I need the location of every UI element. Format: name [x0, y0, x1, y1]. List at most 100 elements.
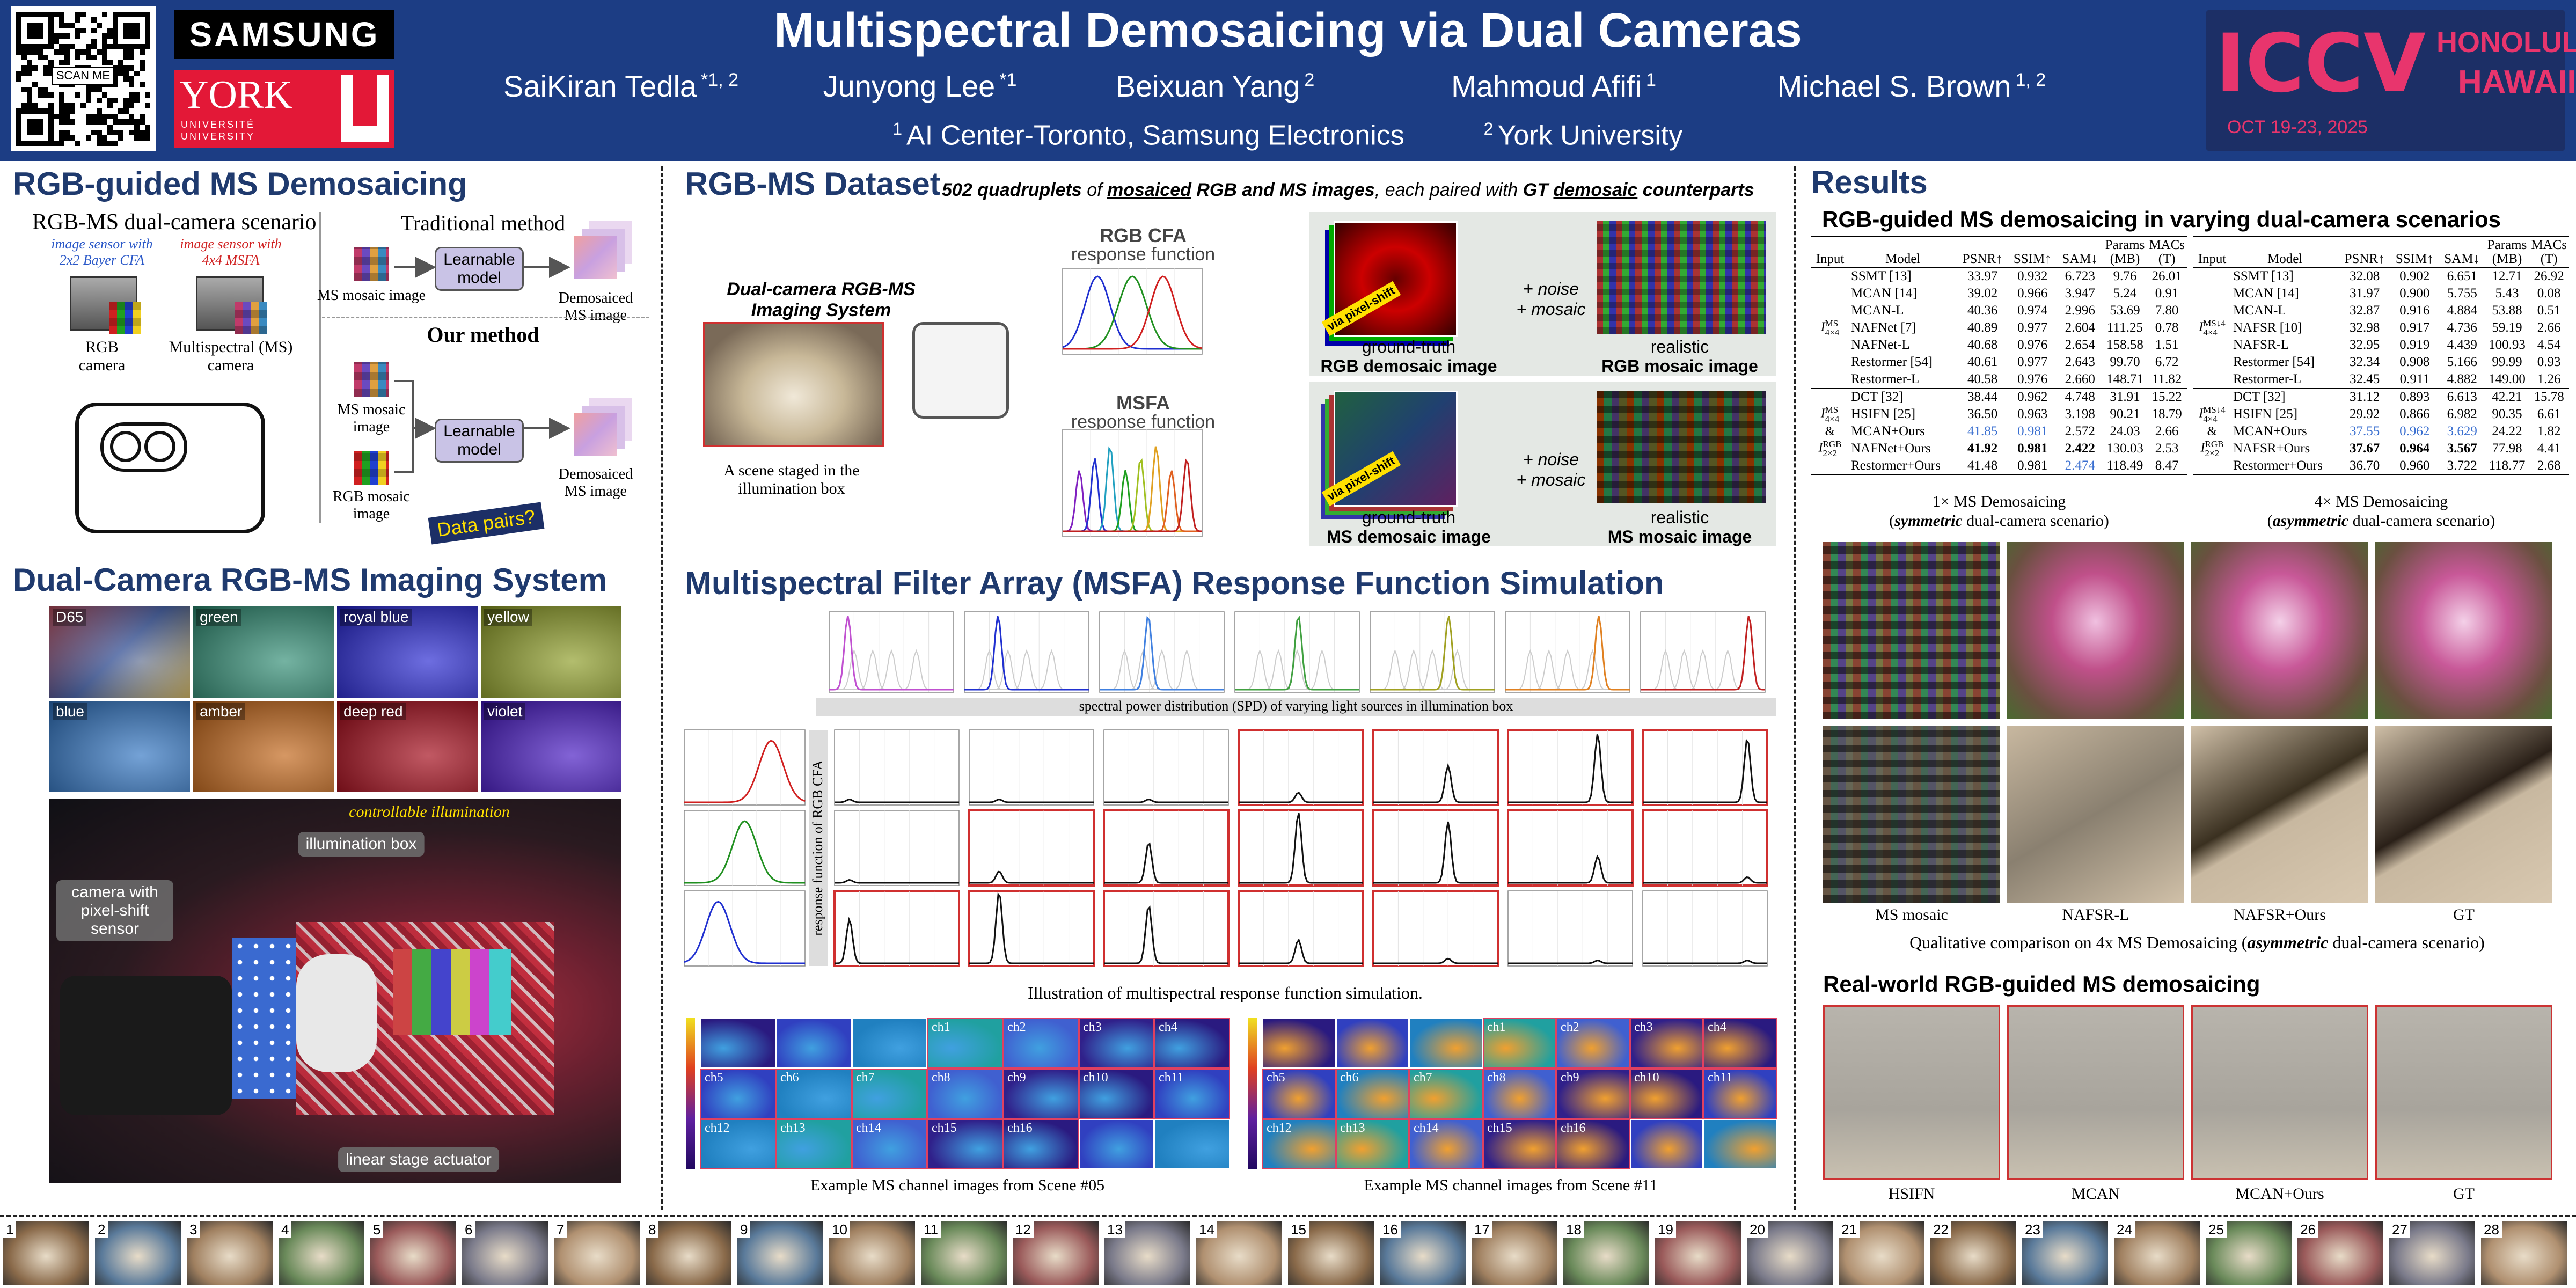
metric-value: 53.88 — [2492, 303, 2522, 318]
qr-module — [145, 125, 150, 130]
qr-module — [97, 108, 102, 114]
affiliation-name: York University — [1497, 120, 1683, 151]
qr-module — [145, 23, 150, 28]
model-name: MCAN [14] — [1850, 286, 1917, 301]
qr-module — [27, 49, 32, 55]
qr-module — [91, 130, 97, 135]
band-label: response function of RGB CFA — [810, 760, 825, 936]
qr-module — [129, 28, 134, 33]
plot-frame — [1507, 729, 1634, 806]
poster-title: Multispectral Demosaicing via Dual Camer… — [774, 4, 1802, 57]
qr-module — [43, 55, 48, 60]
lens-housing — [100, 422, 187, 472]
ms-mosaic-icon — [354, 362, 389, 397]
qr-module — [54, 114, 59, 119]
author-affiliation: 1 — [1645, 70, 1656, 91]
metric-value: 0.78 — [2155, 320, 2179, 335]
qr-module — [134, 130, 140, 135]
model-name: NAFSR [10] — [2233, 320, 2302, 335]
qr-module — [48, 92, 54, 98]
qr-module — [113, 82, 118, 87]
qr-module — [54, 141, 59, 146]
qr-module — [48, 141, 54, 146]
qr-module — [129, 82, 134, 87]
affiliation-mark: 2 — [1483, 119, 1494, 138]
author-name: Beixuan Yang — [1115, 69, 1300, 103]
qr-module — [70, 108, 75, 114]
metric-value: 32.87 — [2349, 303, 2380, 318]
table-row: NAFSR [10] 32.98 0.917 4.736 59.19 2.66 — [2193, 319, 2569, 336]
curve — [684, 740, 806, 803]
qr-module — [129, 12, 134, 17]
phone-icon — [75, 402, 265, 533]
qr-module — [102, 33, 107, 39]
channel-image: ch3 — [1079, 1018, 1154, 1069]
metric-value: 9.76 — [2113, 269, 2137, 283]
author-name: Michael S. Brown — [1777, 69, 2011, 103]
channel-label: ch2 — [1007, 1020, 1026, 1034]
input-line: & — [1813, 423, 1847, 440]
column-header: Model — [2230, 237, 2339, 268]
scene-thumbnail: 27 — [2389, 1221, 2475, 1285]
scenario-part: dual-camera scenario) — [1962, 512, 2109, 530]
plot-frame — [1370, 611, 1495, 693]
plot-frame — [1103, 809, 1230, 887]
input-sub: 2×2 — [1823, 448, 1838, 458]
qr-module — [97, 119, 102, 125]
qr-module — [80, 28, 86, 33]
qr-module — [43, 141, 48, 146]
column-header: SSIM↑ — [2008, 237, 2057, 268]
input-symbol: I — [2200, 441, 2205, 455]
qr-module — [123, 76, 129, 82]
qr-module — [59, 12, 64, 17]
channel-image — [700, 1018, 776, 1069]
qr-module — [123, 71, 129, 76]
channel-image: ch14 — [852, 1119, 927, 1169]
simulation-plots: spectral power distribution (SPD) of var… — [684, 611, 1776, 967]
metric-value: 0.960 — [2399, 458, 2430, 473]
qr-module — [140, 44, 145, 49]
input-symbol: I — [1820, 406, 1825, 421]
curve — [1063, 275, 1203, 350]
qr-module — [48, 28, 54, 33]
channel-image — [1079, 1119, 1154, 1169]
qr-module — [140, 65, 145, 71]
lens — [144, 431, 175, 462]
metric-value: 32.45 — [2349, 372, 2380, 386]
qr-module — [54, 33, 59, 39]
qr-module — [38, 125, 43, 130]
qr-module — [27, 28, 32, 33]
qr-module — [102, 119, 107, 125]
channel-image: ch7 — [1409, 1069, 1483, 1119]
results-table: Input Model PSNR↑ SSIM↑ SAM↓ Params (MB) MACs … — [2193, 236, 2569, 475]
qr-module — [134, 23, 140, 28]
subtitle: 502 quadruplets of mosaiced RGB and MS i… — [942, 180, 1754, 201]
york-sub: UNIVERSITÉ — [181, 119, 255, 130]
qr-module — [75, 33, 80, 39]
curve — [684, 820, 805, 884]
metric-value: 118.49 — [2106, 458, 2143, 473]
subtitle-part: mosaiced — [1107, 180, 1191, 200]
light-panel: green — [193, 606, 334, 698]
plot-frame — [968, 809, 1095, 887]
table-row: NAFNet-L 40.68 0.976 2.654 158.58 1.51 — [1811, 336, 2187, 354]
input-sub: 4×4 — [1825, 327, 1840, 338]
scene-thumbnail: 13 — [1104, 1221, 1190, 1285]
curve — [1643, 960, 1767, 964]
label: Our method — [427, 323, 539, 347]
york-mark-cut — [353, 75, 377, 126]
metric-value: 1.51 — [2155, 338, 2179, 352]
qr-module — [107, 98, 113, 103]
table-caption: 4× MS Demosaicing — [2314, 493, 2448, 510]
qr-module — [27, 125, 32, 130]
curve — [1104, 842, 1228, 884]
results-table: Input Model PSNR↑ SSIM↑ SAM↓ Params (MB) MACs … — [1811, 236, 2187, 475]
qr-module — [102, 55, 107, 60]
metric-value: 32.08 — [2349, 269, 2380, 283]
qr-module — [123, 23, 129, 28]
qr-module — [113, 114, 118, 119]
qr-module — [64, 135, 70, 141]
qr-module — [134, 33, 140, 39]
curve — [1239, 791, 1363, 803]
metric-value: 6.723 — [2065, 269, 2095, 283]
